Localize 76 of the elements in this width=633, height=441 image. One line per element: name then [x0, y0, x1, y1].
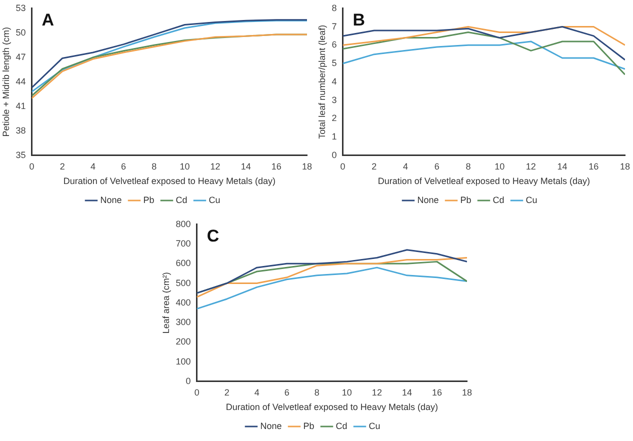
- y-tick-label: 41: [16, 100, 26, 111]
- x-tick-label: 18: [302, 161, 312, 172]
- x-tick-label: 12: [372, 387, 382, 398]
- x-tick-label: 14: [402, 387, 412, 398]
- y-tick-label: 5: [332, 58, 337, 68]
- x-tick-label: 10: [494, 161, 505, 172]
- y-tick-label: 7: [332, 21, 337, 32]
- x-tick-label: 4: [254, 387, 260, 398]
- y-tick-label: 100: [176, 356, 191, 366]
- legend-label: Cu: [368, 420, 380, 431]
- x-tick-label: 4: [90, 161, 96, 172]
- x-tick-label: 12: [526, 161, 536, 172]
- legend-label: Pb: [143, 194, 154, 205]
- y-tick-label: 500: [176, 278, 191, 288]
- y-axis-title: Total leaf number/plant (leaf): [316, 24, 327, 139]
- x-tick-label: 8: [466, 161, 471, 172]
- y-tick-label: 35: [16, 150, 26, 160]
- legend-label: Pb: [460, 194, 472, 205]
- y-tick-label: 0: [332, 150, 337, 160]
- legend-label: None: [100, 194, 122, 205]
- x-tick-label: 16: [432, 387, 442, 398]
- y-tick-label: 2: [332, 113, 337, 124]
- legend-label: None: [417, 194, 439, 205]
- x-tick-label: 6: [284, 387, 290, 398]
- y-tick-label: 0: [186, 376, 191, 386]
- y-axis-title: Leaf area (cm²): [160, 272, 171, 334]
- y-axis-title: Petiole + Midrib length (cm): [0, 27, 11, 137]
- y-tick-label: 6: [332, 40, 337, 50]
- x-tick-label: 16: [271, 161, 282, 172]
- y-tick-label: 300: [176, 317, 191, 328]
- y-tick-label: 600: [176, 258, 191, 268]
- x-axis-title: Duration of Velvetleaf exposed to Heavy Metals (day): [226, 402, 438, 412]
- chart-title: C: [206, 226, 220, 246]
- legend-label: Cd: [176, 194, 188, 205]
- x-tick-label: 0: [194, 387, 200, 398]
- x-tick-label: 8: [152, 161, 157, 172]
- y-tick-label: 1: [332, 132, 337, 142]
- legend-label: Cu: [208, 194, 220, 205]
- x-tick-label: 10: [342, 387, 352, 398]
- x-tick-label: 14: [557, 161, 568, 172]
- y-tick-label: 700: [176, 238, 191, 249]
- x-tick-label: 4: [403, 161, 408, 172]
- legend-label: Cd: [492, 194, 504, 205]
- y-tick-label: 3: [332, 94, 337, 105]
- y-tick-label: 400: [176, 297, 191, 308]
- x-tick-label: 14: [240, 161, 251, 172]
- y-tick-label: 53: [16, 2, 26, 13]
- y-tick-label: 50: [16, 27, 26, 38]
- y-tick-label: 47: [16, 52, 26, 62]
- legend-label: Cu: [526, 194, 538, 205]
- y-tick-label: 8: [332, 2, 337, 13]
- legend-label: Pb: [303, 420, 314, 431]
- x-tick-label: 18: [462, 387, 472, 398]
- x-tick-label: 2: [372, 161, 377, 172]
- x-tick-label: 12: [210, 161, 220, 172]
- y-tick-label: 200: [176, 336, 191, 347]
- x-tick-label: 2: [60, 161, 65, 172]
- x-tick-label: 0: [340, 161, 346, 172]
- x-tick-label: 18: [620, 161, 630, 172]
- x-tick-label: 2: [224, 387, 230, 398]
- x-tick-label: 16: [588, 161, 599, 172]
- x-tick-label: 6: [121, 161, 126, 172]
- legend-label: None: [260, 420, 282, 431]
- x-axis-title: Duration of Velvetleaf exposed to Heavy Metals (day): [63, 176, 276, 186]
- legend-label: Cd: [336, 420, 348, 431]
- x-tick-label: 8: [314, 387, 320, 398]
- chart-title: B: [352, 10, 366, 30]
- y-tick-label: 800: [176, 218, 191, 229]
- x-tick-label: 0: [29, 161, 34, 172]
- y-tick-label: 38: [16, 125, 26, 136]
- x-tick-label: 6: [434, 161, 440, 172]
- y-tick-label: 44: [16, 76, 26, 86]
- chart-title: A: [42, 10, 54, 30]
- x-tick-label: 10: [180, 161, 190, 172]
- y-tick-label: 4: [332, 76, 337, 86]
- x-axis-title: Duration of Velvetleaf exposed to Heavy Metals (day): [378, 176, 590, 186]
